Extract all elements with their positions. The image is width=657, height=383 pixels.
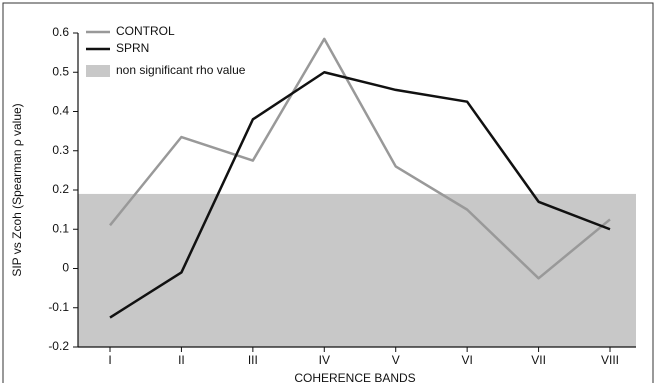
y-tick-label: 0.4 (52, 104, 69, 118)
legend-label: SPRN (116, 41, 149, 55)
x-tick-label: VII (531, 353, 546, 367)
y-tick-label: 0.2 (52, 182, 69, 196)
data-line (109, 37, 611, 280)
x-axis-label: COHERENCE BANDS (294, 371, 415, 383)
y-tick-label: -0.2 (48, 339, 69, 353)
y-tick-label: -0.1 (48, 300, 69, 314)
x-tick-label: I (108, 353, 111, 367)
y-tick-label: 0.6 (52, 25, 69, 39)
y-tick-label: 0.5 (52, 64, 69, 78)
x-tick-label: II (178, 353, 185, 367)
x-tick-label: V (392, 353, 400, 367)
legend-swatch (86, 65, 110, 77)
y-tick-label: 0.3 (52, 143, 69, 157)
legend-label: CONTROL (116, 24, 175, 38)
x-tick-label: III (248, 353, 258, 367)
legend-label: non significant rho value (116, 63, 246, 77)
y-axis-label: SIP vs Zcoh (Spearman ρ value) (10, 103, 24, 276)
significance-band (78, 193, 636, 347)
y-tick-label: 0.1 (52, 221, 69, 235)
data-line (109, 71, 611, 319)
y-tick-label: 0 (62, 261, 69, 275)
x-tick-label: VI (461, 353, 472, 367)
x-tick-label: IV (319, 353, 330, 367)
x-tick-label: VIII (601, 353, 619, 367)
